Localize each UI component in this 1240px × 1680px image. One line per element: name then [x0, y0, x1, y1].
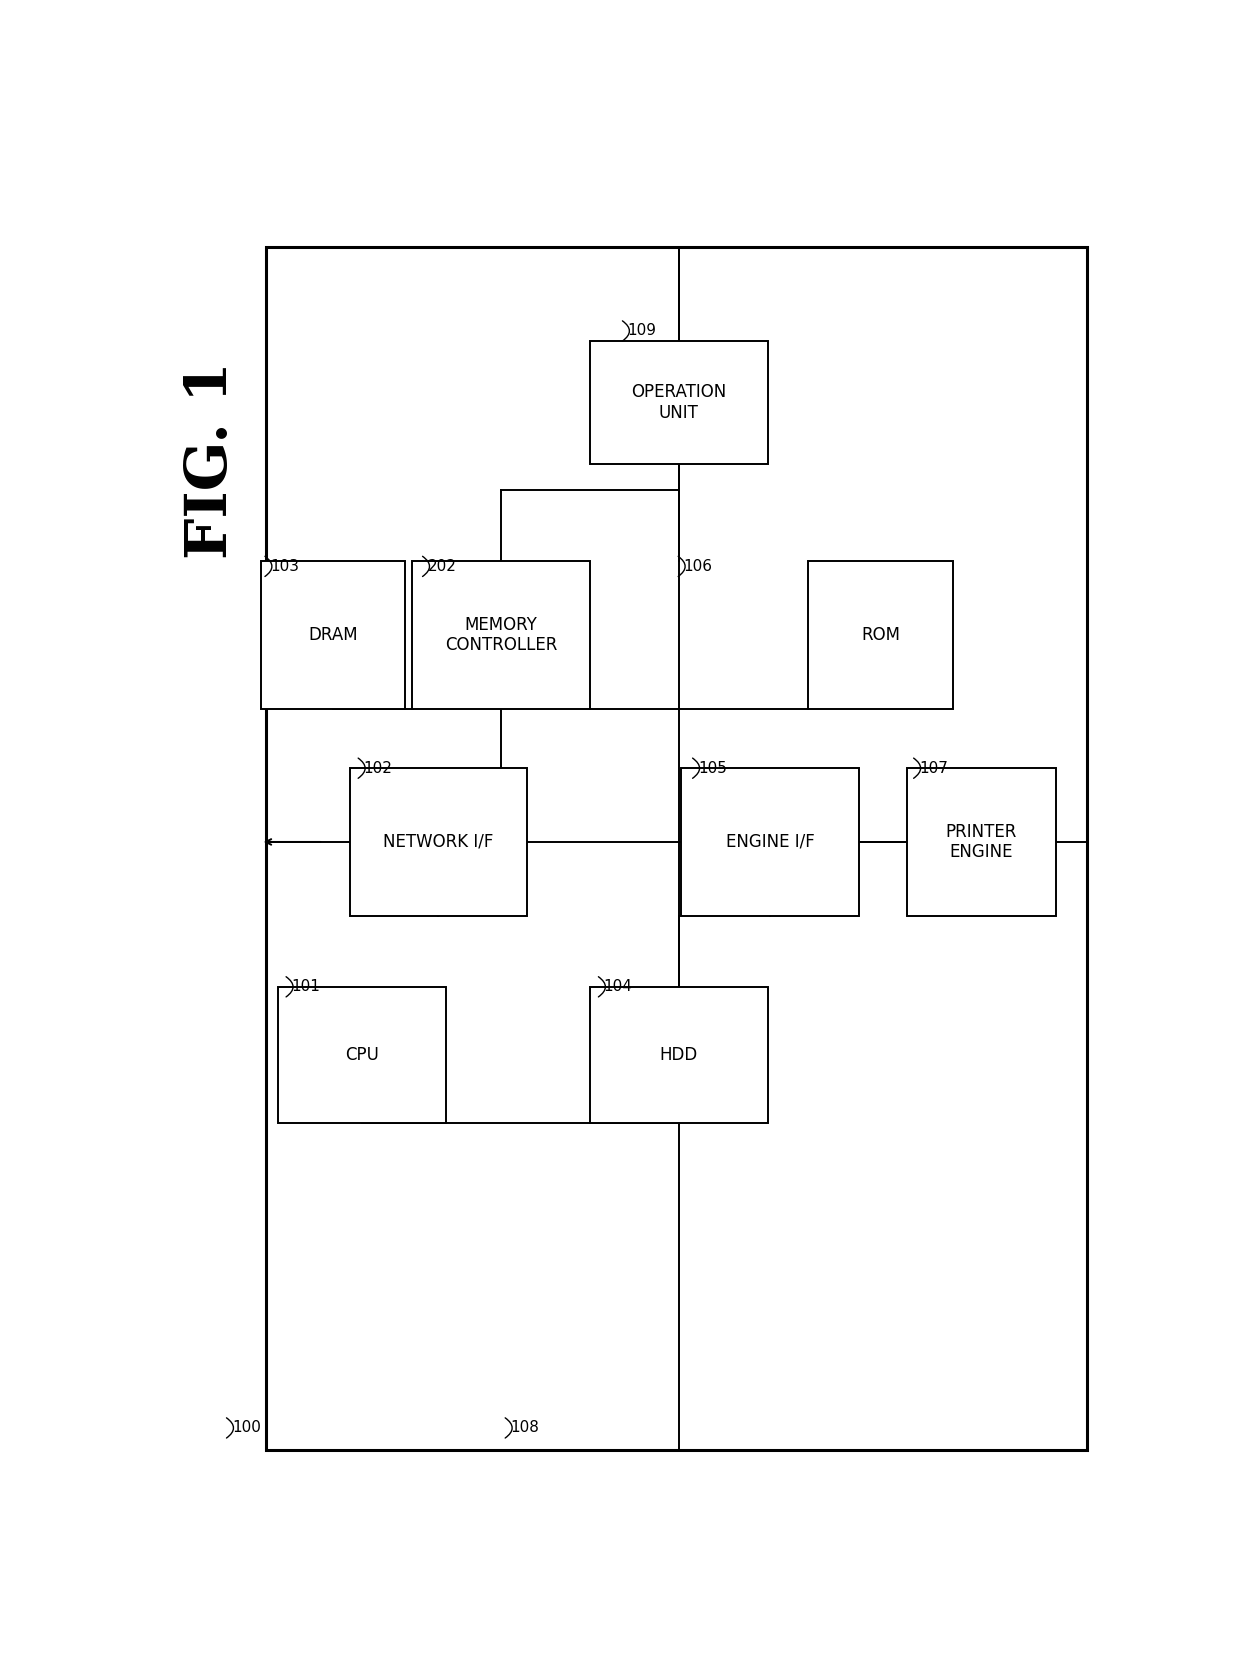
Text: CPU: CPU — [345, 1047, 378, 1065]
Text: 102: 102 — [363, 761, 392, 776]
Text: 104: 104 — [604, 979, 632, 995]
Bar — [808, 561, 952, 709]
Text: 202: 202 — [428, 559, 456, 575]
Bar — [350, 768, 527, 916]
Text: 109: 109 — [627, 324, 657, 338]
Bar — [590, 341, 768, 464]
Text: NETWORK I/F: NETWORK I/F — [383, 833, 494, 852]
Text: ROM: ROM — [861, 627, 900, 643]
Text: 106: 106 — [683, 559, 713, 575]
Text: ENGINE I/F: ENGINE I/F — [725, 833, 815, 852]
Text: 100: 100 — [232, 1420, 260, 1435]
Text: OPERATION
UNIT: OPERATION UNIT — [631, 383, 727, 422]
Text: FIG. 1: FIG. 1 — [182, 361, 239, 559]
Bar — [906, 768, 1056, 916]
Text: PRINTER
ENGINE: PRINTER ENGINE — [946, 823, 1017, 862]
Text: 108: 108 — [511, 1420, 539, 1435]
Bar — [278, 988, 445, 1124]
Bar — [412, 561, 590, 709]
Bar — [260, 561, 404, 709]
Text: 105: 105 — [698, 761, 727, 776]
Bar — [681, 768, 859, 916]
Bar — [590, 988, 768, 1124]
Text: HDD: HDD — [660, 1047, 698, 1065]
Text: DRAM: DRAM — [308, 627, 357, 643]
Text: MEMORY
CONTROLLER: MEMORY CONTROLLER — [445, 615, 557, 654]
Text: 101: 101 — [291, 979, 320, 995]
Text: 107: 107 — [919, 761, 947, 776]
Text: 103: 103 — [270, 559, 299, 575]
Bar — [265, 247, 1087, 1450]
